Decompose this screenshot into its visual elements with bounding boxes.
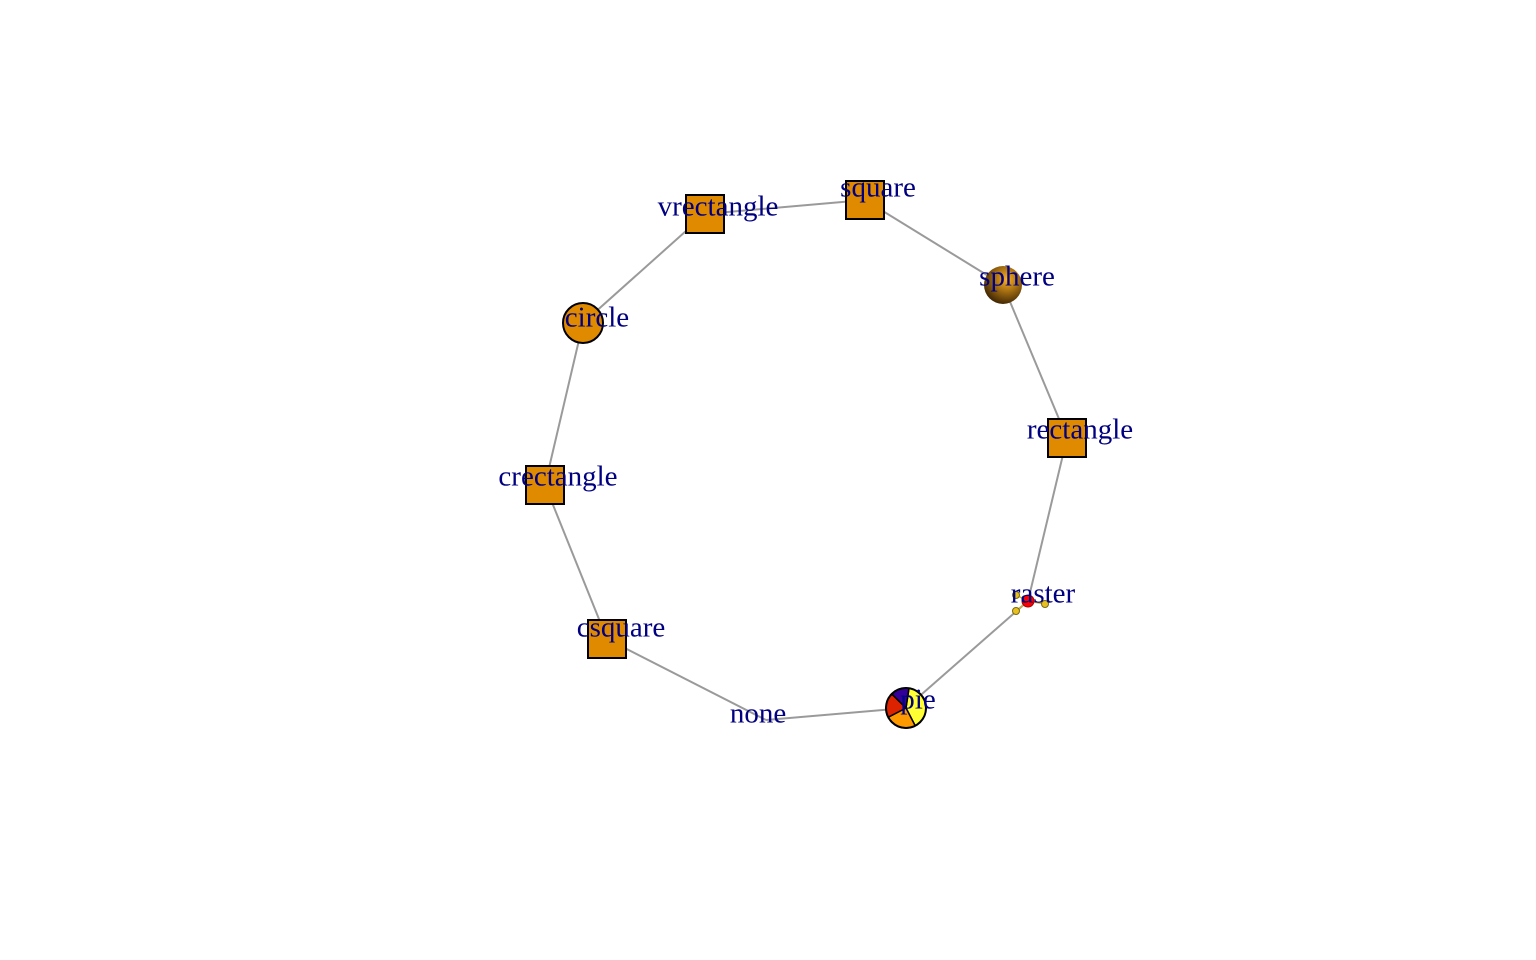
node-label-vrectangle: vrectangle	[658, 191, 779, 223]
rectangle-shape	[1047, 418, 1087, 458]
node-label-crectangle: crectangle	[498, 461, 617, 493]
raster-dot	[1041, 600, 1049, 608]
raster-center	[1021, 594, 1035, 608]
csquare-shape	[587, 619, 627, 659]
circle-shape	[562, 302, 604, 344]
edge-crectangle-circle	[544, 322, 584, 486]
node-rectangle[interactable]	[1047, 418, 1087, 458]
node-label-none: none	[730, 698, 786, 730]
node-vrectangle[interactable]	[685, 194, 725, 234]
sphere-shape	[984, 266, 1022, 304]
edge-circle-vrectangle	[582, 213, 706, 324]
vrectangle-shape	[685, 194, 725, 234]
node-raster[interactable]	[1012, 591, 1049, 615]
edge-rectangle-raster	[1027, 437, 1068, 602]
pie-outline	[885, 687, 927, 729]
node-label-square: square	[840, 172, 916, 204]
node-label-csquare: csquare	[577, 612, 666, 644]
node-crectangle[interactable]	[525, 465, 565, 505]
node-sphere[interactable]	[984, 266, 1022, 304]
crectangle-shape	[525, 465, 565, 505]
node-pie[interactable]	[885, 687, 927, 729]
edges-layer	[544, 199, 1068, 721]
labels-layer: square sphere rectangle raster pie none csquar…	[498, 172, 1133, 730]
node-label-raster: raster	[1011, 578, 1076, 610]
node-label-circle: circle	[565, 302, 629, 334]
node-label-pie: pie	[900, 684, 935, 716]
node-square[interactable]	[845, 180, 885, 220]
node-csquare[interactable]	[587, 619, 627, 659]
node-label-sphere: sphere	[979, 261, 1055, 293]
edge-pie-none	[765, 707, 907, 721]
edge-vrectangle-square	[704, 199, 866, 215]
node-circle[interactable]	[562, 302, 604, 344]
raster-dot	[1012, 591, 1020, 599]
nodes-layer	[525, 180, 1087, 729]
square-shape	[845, 180, 885, 220]
edge-sphere-rectangle	[1002, 284, 1068, 439]
edge-square-sphere	[864, 199, 1004, 286]
edge-none-csquare	[606, 638, 767, 721]
edge-raster-pie	[905, 600, 1029, 709]
raster-dot	[1012, 607, 1020, 615]
edge-csquare-crectangle	[544, 484, 608, 640]
node-label-rectangle: rectangle	[1027, 414, 1133, 446]
